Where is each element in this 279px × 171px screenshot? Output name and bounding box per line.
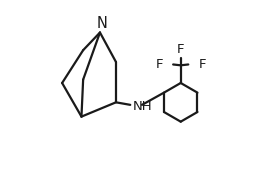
Text: F: F: [156, 58, 163, 71]
Text: F: F: [198, 58, 206, 71]
Text: N: N: [97, 16, 107, 31]
Text: NH: NH: [133, 100, 152, 113]
Text: F: F: [177, 43, 184, 56]
